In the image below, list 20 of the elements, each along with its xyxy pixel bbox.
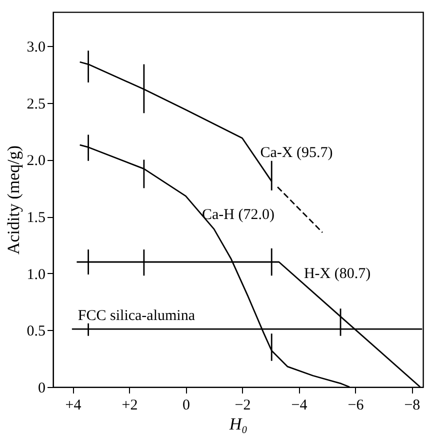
x-tick-label: −6	[348, 398, 364, 414]
y-tick-label: 0	[38, 380, 46, 396]
y-tick-label: 2.5	[26, 96, 46, 112]
y-tick-label: 2.0	[26, 153, 46, 170]
y-tick-label: 1.5	[26, 210, 46, 226]
x-tick-label: −8	[404, 398, 420, 414]
x-tick-label: 0	[182, 398, 190, 414]
x-tick-label: −4	[291, 398, 308, 414]
y-axis-title: Acidity (meq/g)	[4, 145, 23, 255]
y-tick-label: 3.0	[26, 40, 46, 56]
series-label: FCC silica-alumina	[78, 308, 196, 324]
series-label: Ca-H (72.0)	[202, 207, 274, 224]
y-tick-label: 1.0	[26, 266, 46, 283]
y-tick-label: 0.5	[26, 324, 46, 340]
x-tick-label: −2	[234, 398, 251, 414]
series-label: Ca-X (95.7)	[260, 145, 333, 162]
x-tick-label: +4	[65, 398, 82, 414]
x-tick-label: +2	[122, 398, 138, 414]
x-axis-title: H₀	[228, 414, 248, 434]
series-label: H-X (80.7)	[304, 266, 371, 282]
